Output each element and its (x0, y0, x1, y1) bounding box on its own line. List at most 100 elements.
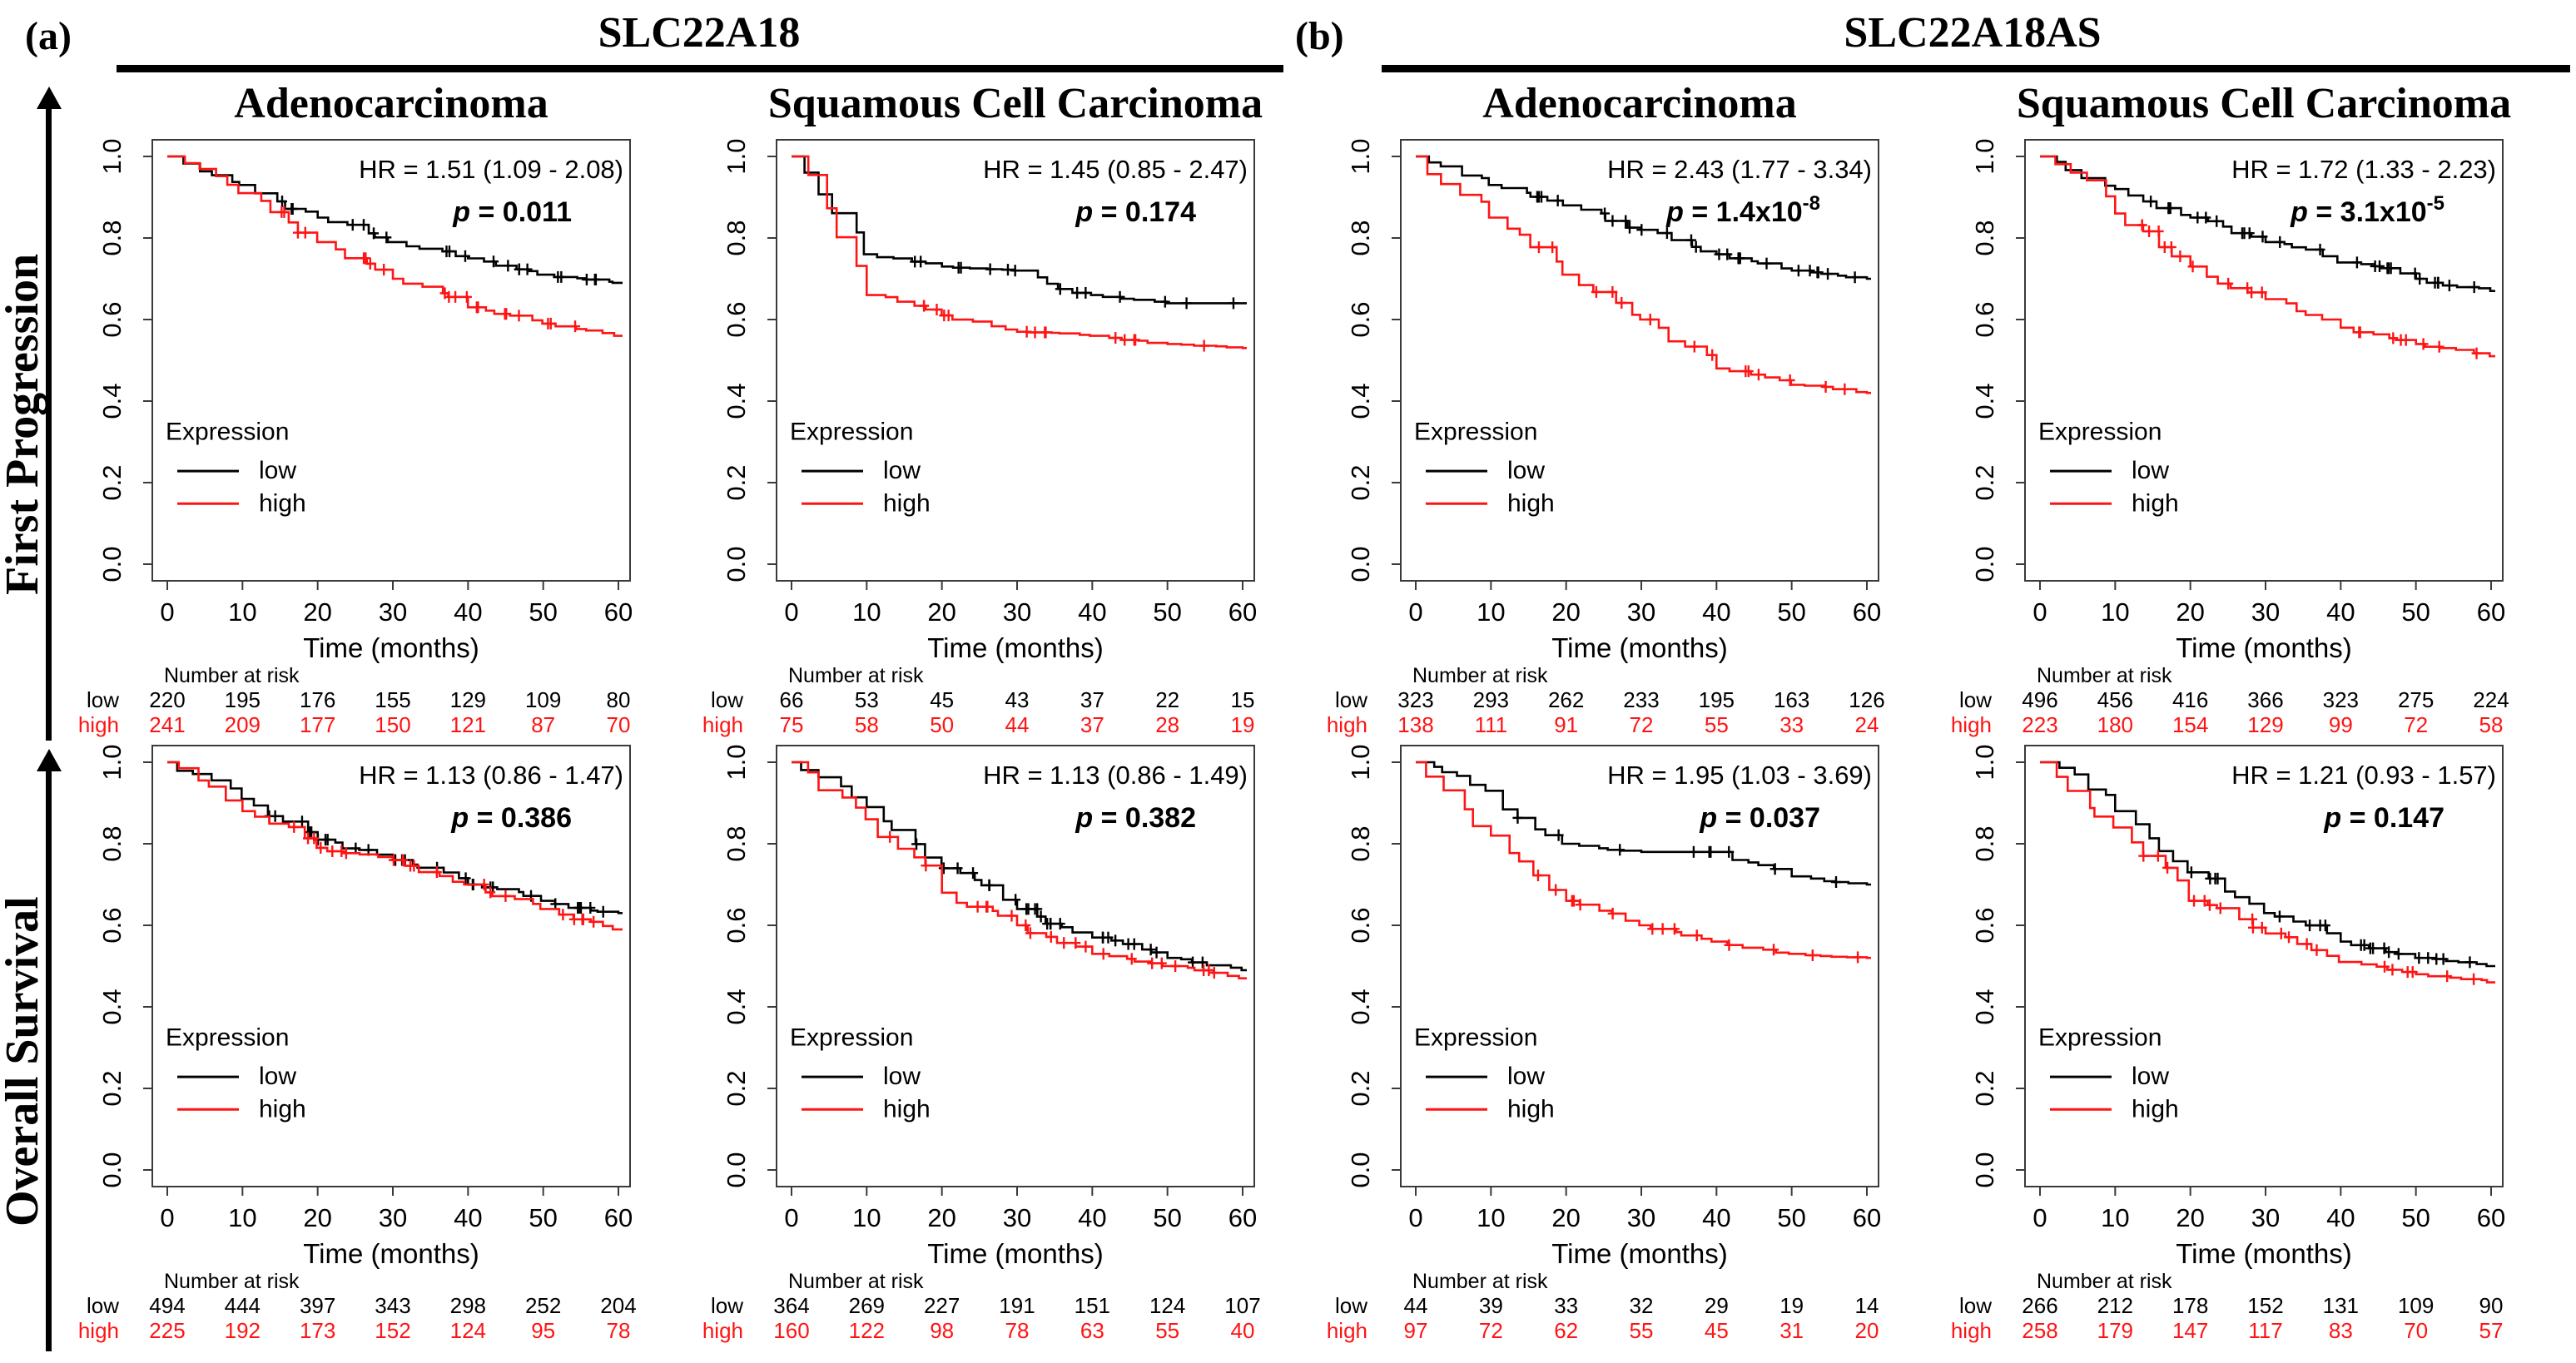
risk-row-label-high: high (702, 712, 743, 737)
panel-title: Squamous Cell Carcinoma (767, 80, 1263, 127)
y-tick-label: 0.8 (1970, 220, 1999, 255)
legend-title: Expression (166, 1024, 289, 1052)
risk-row-label-low: low (1335, 687, 1367, 712)
risk-value: 98 (930, 1318, 954, 1343)
row2-axis-arrowhead-icon (37, 749, 62, 771)
x-tick-label: 40 (1078, 597, 1106, 627)
x-axis-title: Time (months) (927, 632, 1103, 663)
y-tick-label: 0.2 (722, 1070, 751, 1106)
x-tick-label: 10 (1477, 1203, 1505, 1232)
y-tick-label: 0.0 (1970, 546, 1999, 582)
y-tick-label: 0.6 (1346, 301, 1375, 337)
km-panel: Squamous Cell Carcinoma 1.0 0.8 0.6 0.4 0.2 0… (1951, 80, 2576, 739)
risk-value: 129 (450, 687, 486, 712)
y-tick-label: 1.0 (97, 138, 127, 174)
risk-row-label-high: high (702, 1318, 743, 1343)
plot-box (2024, 745, 2504, 1187)
risk-value: 241 (149, 712, 185, 737)
x-tick-label: 50 (529, 597, 557, 627)
km-plot-svg: 1.0 0.8 0.6 0.4 0.2 0.0 0 10 20 30 40 50 60 Time (mon… (1951, 138, 2509, 737)
risk-value: 29 (1705, 1293, 1729, 1318)
x-tick-label: 10 (228, 597, 256, 627)
km-curve-high (2040, 761, 2495, 984)
x-tick-label: 50 (1153, 597, 1181, 627)
x-tick-label: 10 (228, 1203, 256, 1232)
risk-value: 58 (2479, 712, 2504, 737)
x-tick-label: 30 (2251, 597, 2280, 627)
risk-value: 107 (1224, 1293, 1260, 1318)
risk-value: 15 (1231, 687, 1255, 712)
risk-value: 44 (1404, 1293, 1428, 1318)
risk-value: 78 (1005, 1318, 1030, 1343)
x-tick-label: 10 (852, 597, 881, 627)
risk-value: 298 (450, 1293, 486, 1318)
risk-row-label-low: low (87, 1293, 119, 1318)
risk-value: 33 (1779, 712, 1804, 737)
x-tick-label: 20 (1551, 1203, 1580, 1232)
risk-value: 83 (2329, 1318, 2353, 1343)
x-tick-label: 20 (2176, 1203, 2204, 1232)
km-curve-high (792, 761, 1247, 979)
risk-value: 269 (849, 1293, 885, 1318)
risk-value: 20 (1855, 1318, 1879, 1343)
hr-annotation: HR = 1.13 (0.86 - 1.49) (983, 761, 1248, 790)
risk-value: 131 (2323, 1293, 2359, 1318)
legend-label-high: high (1507, 489, 1555, 517)
km-curve-low (167, 155, 623, 285)
risk-value: 494 (149, 1293, 185, 1318)
km-panel: 1.0 0.8 0.6 0.4 0.2 0.0 0 10 20 30 40 50 60 Time (mon… (78, 737, 703, 1345)
legend-label-high: high (883, 1095, 931, 1123)
risk-value: 173 (300, 1318, 335, 1343)
risk-table-header: Number at risk (164, 664, 300, 687)
legend-title: Expression (790, 419, 913, 446)
y-tick-label: 0.4 (97, 383, 127, 419)
km-plot-svg: 1.0 0.8 0.6 0.4 0.2 0.0 0 10 20 30 40 50 60 Time (mon… (1327, 744, 1881, 1343)
risk-value: 129 (2247, 712, 2283, 737)
y-tick-label: 0.8 (1346, 220, 1375, 255)
x-tick-label: 20 (303, 1203, 331, 1232)
legend-label-low: low (1507, 457, 1545, 484)
y-tick-label: 1.0 (722, 138, 751, 174)
risk-value: 99 (2329, 712, 2353, 737)
x-tick-label: 10 (1477, 597, 1505, 627)
p-annotation: p = 0.382 (1075, 802, 1196, 834)
risk-value: 252 (525, 1293, 561, 1318)
x-tick-label: 40 (2326, 1203, 2355, 1232)
x-tick-label: 40 (454, 1203, 482, 1232)
y-tick-label: 0.6 (1970, 301, 1999, 337)
x-tick-label: 30 (1627, 1203, 1655, 1232)
risk-value: 33 (1554, 1293, 1578, 1318)
risk-value: 364 (773, 1293, 809, 1318)
risk-value: 32 (1630, 1293, 1654, 1318)
x-tick-label: 60 (604, 1203, 633, 1232)
risk-value: 293 (1473, 687, 1509, 712)
km-plot-svg: 1.0 0.8 0.6 0.4 0.2 0.0 0 10 20 30 40 50 60 Time (mon… (1327, 138, 1885, 737)
risk-value: 180 (2097, 712, 2133, 737)
x-tick-label: 40 (2326, 597, 2355, 627)
risk-row-label-high: high (1327, 712, 1367, 737)
risk-row-label-low: low (1959, 1293, 1992, 1318)
x-tick-label: 60 (2477, 1203, 2505, 1232)
x-tick-label: 0 (2033, 1203, 2047, 1232)
plot-box (151, 745, 631, 1187)
risk-table-header: Number at risk (2037, 664, 2172, 687)
risk-value: 121 (450, 712, 486, 737)
y-tick-label: 0.0 (722, 1152, 751, 1187)
panel-title: Adenocarcinoma (234, 80, 548, 127)
risk-value: 163 (1774, 687, 1809, 712)
legend-label-low: low (1507, 1063, 1545, 1090)
y-tick-label: 0.8 (722, 825, 751, 861)
x-tick-label: 30 (1003, 597, 1031, 627)
risk-value: 224 (2473, 687, 2509, 712)
risk-row-label-low: low (1959, 687, 1992, 712)
p-annotation: p = 0.386 (450, 802, 572, 834)
legend-label-high: high (259, 489, 306, 517)
x-tick-label: 20 (927, 1203, 955, 1232)
risk-value: 62 (1554, 1318, 1578, 1343)
risk-value: 55 (1630, 1318, 1654, 1343)
x-tick-label: 60 (1853, 1203, 1881, 1232)
km-curve-high (1416, 761, 1871, 959)
risk-value: 111 (1475, 712, 1508, 737)
risk-value: 66 (780, 687, 804, 712)
x-tick-label: 0 (1408, 597, 1422, 627)
